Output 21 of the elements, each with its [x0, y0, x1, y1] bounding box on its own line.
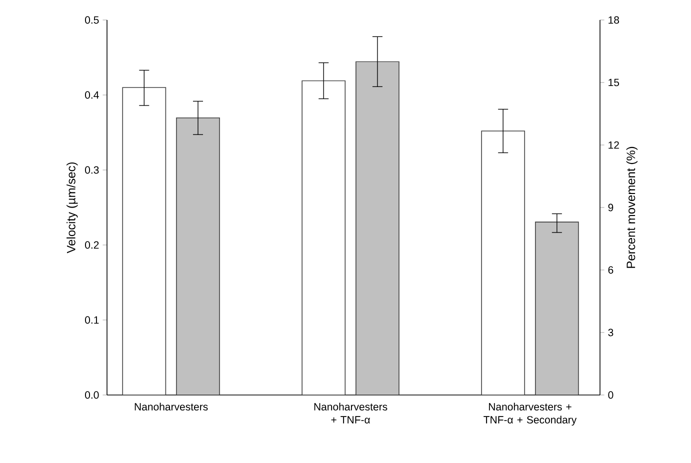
- bar: [534, 222, 579, 395]
- y-tick-label: 0.4: [85, 91, 99, 99]
- bar: [356, 61, 400, 395]
- y2-tick-label: 3: [608, 328, 614, 336]
- y2-tick-label: 15: [608, 78, 620, 86]
- y-tick-label: 0.3: [85, 166, 99, 174]
- y2-tick-label: 12: [608, 141, 619, 149]
- y2-tick-label: 0: [608, 391, 614, 399]
- y2-tick-label: 9: [608, 204, 614, 212]
- x-tick-label: Nanoharvesters + TNF-α: [314, 402, 388, 424]
- x-tick-label: Nanoharvesters + TNF-α + Secondary: [484, 402, 577, 426]
- y-axis-title: Velocity (µm/sec): [66, 162, 78, 254]
- y-tick-label: 0.1: [85, 316, 99, 324]
- y-tick-label: 0.2: [85, 241, 99, 249]
- bar: [176, 118, 220, 395]
- y-tick-label: 0.5: [85, 16, 99, 24]
- y-tick-label: 0.0: [85, 391, 99, 399]
- y2-axis-title: Percent movement (%): [626, 146, 638, 268]
- x-tick-label: Nanoharvesters: [134, 402, 208, 411]
- y2-tick-label: 6: [608, 266, 614, 274]
- y2-tick-label: 18: [608, 16, 620, 24]
